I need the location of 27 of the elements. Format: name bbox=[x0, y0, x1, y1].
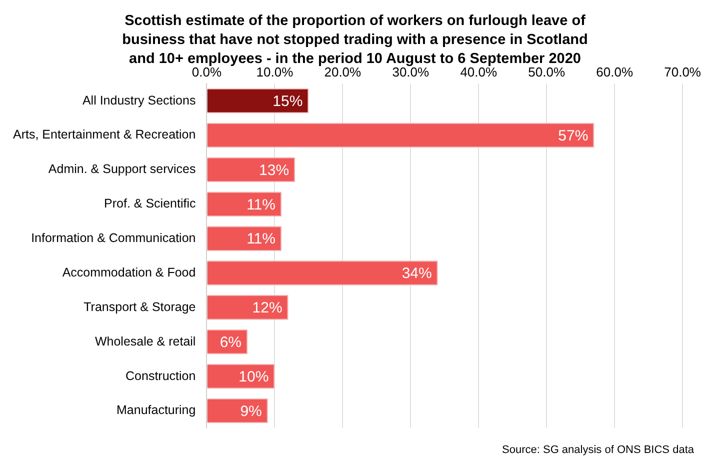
data-label: 11% bbox=[246, 196, 276, 214]
data-label: 12% bbox=[252, 300, 282, 317]
x-tick-label: 10.0% bbox=[256, 64, 294, 80]
y-tick-label: Manufacturing bbox=[116, 403, 196, 418]
data-label: 57% bbox=[558, 127, 588, 144]
y-tick-label: Transport & Storage bbox=[84, 300, 196, 314]
y-tick-label: All Industry Sections bbox=[82, 93, 196, 108]
data-label: 9% bbox=[240, 402, 262, 420]
y-tick-label: Admin. & Support services bbox=[48, 162, 196, 176]
data-label: 13% bbox=[259, 162, 290, 179]
data-label: 34% bbox=[402, 265, 432, 282]
x-tick-label: 20.0% bbox=[324, 64, 362, 80]
x-tick-label: 60.0% bbox=[596, 64, 634, 80]
y-tick-label: Wholesale & retail bbox=[94, 334, 196, 348]
x-tick-label: 70.0% bbox=[664, 64, 702, 80]
y-tick-label: Arts, Entertainment & Recreation bbox=[12, 128, 196, 142]
data-label: 11% bbox=[246, 230, 276, 248]
data-label: 10% bbox=[238, 368, 269, 386]
y-tick-label: Prof. & Scientific bbox=[104, 196, 196, 211]
y-tick-label: Information & Communication bbox=[31, 231, 196, 246]
chart-title: Scottish estimate of the proportion of workers on furlough leave of business that have not stopped trading with a presence in Scotland and 10+ employees - in the period 10 August to 6 September 2020 bbox=[122, 13, 588, 67]
x-tick-label: 50.0% bbox=[528, 64, 566, 80]
source-note: Source: SG analysis of ONS BICS data bbox=[502, 444, 694, 456]
data-label: 6% bbox=[220, 334, 242, 352]
data-label: 15% bbox=[272, 92, 303, 110]
y-tick-label: Accommodation & Food bbox=[62, 265, 196, 280]
y-tick-label: Construction bbox=[126, 368, 196, 383]
